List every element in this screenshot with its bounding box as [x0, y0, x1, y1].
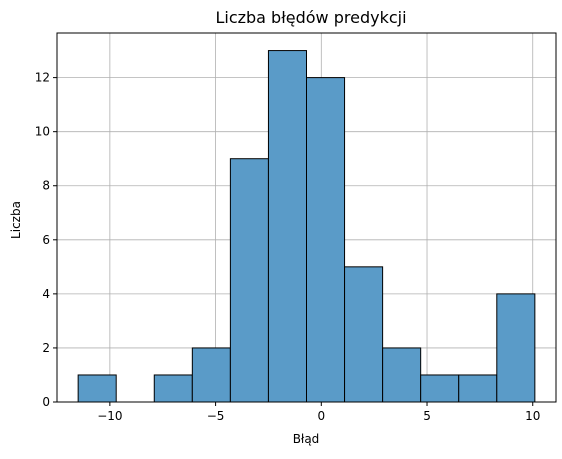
- histogram-bar: [496, 293, 536, 403]
- histogram-bar: [153, 374, 193, 403]
- y-tick-label: 10: [35, 125, 50, 139]
- histogram-bar: [344, 266, 384, 403]
- x-axis-ticks: −10 −5 0 5 10: [97, 402, 540, 423]
- y-tick-label: 8: [42, 179, 50, 193]
- chart-title: Liczba błędów predykcji: [215, 8, 406, 27]
- y-axis-ticks: 0 2 4 6 8 10 12: [35, 71, 57, 409]
- x-tick-label: −10: [97, 409, 122, 423]
- histogram-bar: [229, 158, 269, 403]
- plot-frame: [56, 32, 557, 403]
- x-tick-label: −5: [207, 409, 225, 423]
- histogram-bar: [191, 347, 231, 403]
- y-tick-label: 0: [42, 395, 50, 409]
- histogram-bar: [458, 374, 498, 403]
- y-tick-label: 6: [42, 233, 50, 247]
- x-axis-label: Błąd: [293, 432, 320, 446]
- histogram-bar: [77, 374, 117, 403]
- y-axis-label: Liczba: [9, 201, 23, 239]
- histogram-bar: [267, 50, 307, 403]
- x-tick-label: 10: [525, 409, 540, 423]
- x-tick-label: 0: [317, 409, 325, 423]
- y-tick-label: 2: [42, 341, 50, 355]
- histogram-bars: [77, 50, 536, 403]
- histogram-bar: [382, 347, 422, 403]
- histogram-bar: [420, 374, 460, 403]
- y-tick-label: 4: [42, 287, 50, 301]
- y-tick-label: 12: [35, 71, 50, 85]
- x-tick-label: 5: [423, 409, 431, 423]
- histogram-bar: [306, 77, 346, 403]
